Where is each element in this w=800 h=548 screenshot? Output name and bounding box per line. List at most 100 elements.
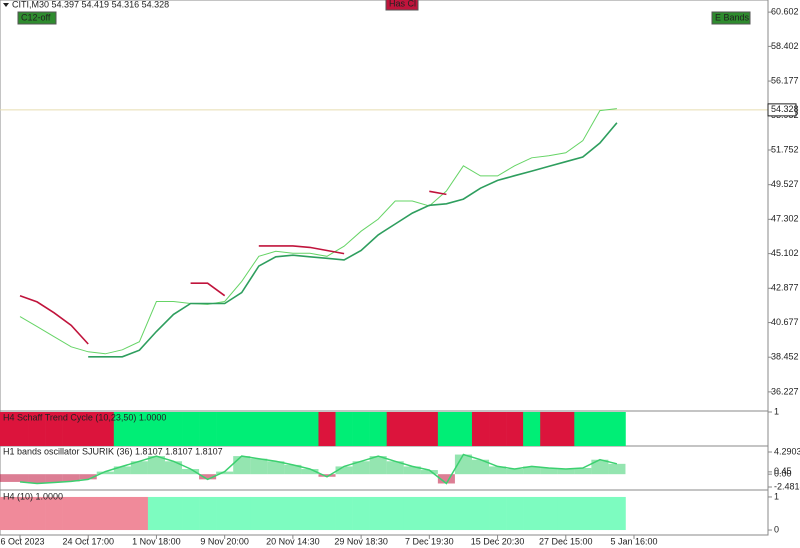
bar: [506, 412, 524, 446]
y-tick-label: 40.677: [771, 317, 799, 327]
osc-line: [19, 453, 618, 485]
bar: [403, 496, 422, 531]
osc-bar: [471, 459, 490, 475]
bar: [233, 412, 251, 446]
osc-bar: [318, 474, 336, 477]
overlay-label: C12-off: [21, 12, 51, 22]
bar: [386, 496, 405, 531]
osc-bar: [437, 474, 455, 484]
x-tick-label: 1 Nov 18:00: [132, 536, 181, 546]
y-tick-label: 58.402: [771, 41, 799, 51]
bar: [164, 412, 183, 446]
osc-bar: [233, 456, 251, 475]
bar: [574, 496, 592, 531]
osc-bar: [28, 474, 46, 484]
bar: [216, 412, 234, 446]
price-line: [19, 190, 447, 345]
bar: [506, 496, 524, 531]
price-line: [19, 108, 617, 355]
y-tick-label: 1: [774, 406, 779, 416]
osc-bar: [45, 474, 63, 483]
y-tick-label: 42.877: [771, 283, 799, 293]
osc-bar: [96, 471, 114, 475]
bar: [284, 496, 302, 531]
osc-bar: [420, 470, 438, 475]
bar: [28, 496, 46, 531]
y-tick-label: 56.177: [771, 75, 799, 85]
bar: [267, 496, 285, 531]
bar: [318, 496, 336, 531]
bar: [79, 496, 98, 531]
y-tick-label: 4.2903: [774, 446, 800, 456]
bar: [574, 412, 592, 446]
osc-bar: [62, 474, 80, 482]
x-tick-label: 24 Oct 17:00: [62, 536, 114, 546]
osc-bar: [335, 466, 353, 475]
osc-bar: [0, 474, 29, 482]
x-tick-label: 7 Dec 19:30: [405, 536, 454, 546]
menu-arrow[interactable]: [3, 3, 9, 7]
bar: [437, 412, 456, 446]
panel-title: H4 Schaff Trend Cycle (10,23,50) 1.0000: [3, 412, 166, 422]
bar: [591, 496, 609, 531]
x-tick-label: 20 Nov 14:30: [266, 536, 320, 546]
y-tick-label: 51.752: [771, 144, 799, 154]
osc-bar: [113, 466, 131, 475]
bar: [199, 412, 217, 446]
bar: [454, 496, 473, 531]
bar: [199, 496, 217, 531]
bar: [318, 412, 336, 446]
osc-bar: [182, 469, 200, 475]
bar: [420, 412, 439, 446]
bar: [113, 496, 132, 531]
x-tick-label: 16 Oct 2023: [0, 536, 45, 546]
y-tick-label: 45.102: [771, 248, 799, 258]
x-tick-label: 9 Nov 20:00: [200, 536, 249, 546]
bar: [369, 412, 387, 446]
osc-bar: [454, 454, 472, 475]
overlay-box: [385, 0, 419, 11]
osc-bar: [574, 467, 592, 475]
bar: [45, 496, 63, 531]
bar: [557, 496, 575, 531]
bar: [301, 496, 319, 531]
bar: [96, 496, 115, 531]
chart-title: CITI,M30 54.397 54.419 54.316 54.328: [12, 0, 169, 9]
bar: [352, 496, 370, 531]
bar: [352, 412, 370, 446]
bar: [216, 496, 234, 531]
bar: [28, 412, 46, 446]
bar: [454, 412, 473, 446]
osc-bar: [147, 456, 165, 475]
bar: [130, 496, 149, 531]
osc-bar: [369, 456, 387, 475]
last-price-box: [767, 103, 797, 117]
bar: [0, 412, 29, 446]
osc-bar: [216, 471, 234, 475]
overlay-label: E Bands: [715, 12, 750, 22]
x-tick-label: 29 Nov 18:30: [334, 536, 388, 546]
bar: [369, 496, 387, 531]
bar: [250, 412, 268, 446]
y-tick-label: 0.45: [774, 466, 792, 476]
osc-bar: [250, 458, 268, 475]
overlay-box: [17, 11, 57, 25]
osc-bar: [352, 461, 370, 475]
y-tick-label: 38.452: [771, 352, 799, 362]
bar: [267, 412, 285, 446]
bar: [489, 496, 507, 531]
bar: [591, 412, 609, 446]
bar: [96, 412, 115, 446]
osc-bar: [267, 461, 285, 475]
overlay-label: Has Cl: [389, 0, 416, 8]
y-tick-label: 1: [774, 491, 779, 501]
bar: [79, 412, 98, 446]
bar: [523, 496, 541, 531]
bar: [147, 412, 166, 446]
x-tick-label: 15 Dec 20:30: [471, 536, 525, 546]
bar: [523, 412, 541, 446]
osc-bar: [130, 461, 148, 475]
osc-bar: [164, 461, 183, 475]
bar: [147, 496, 166, 531]
